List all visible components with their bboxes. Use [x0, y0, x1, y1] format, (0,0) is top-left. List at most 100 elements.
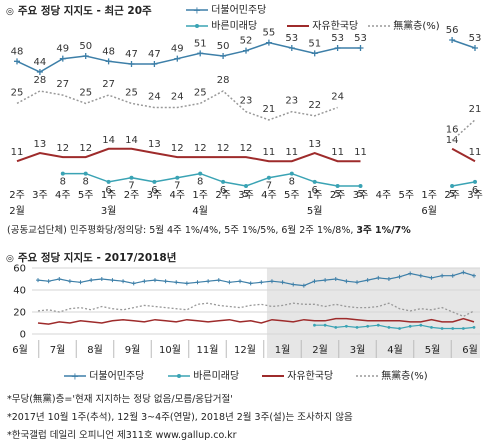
value-label-bareun: 5	[334, 189, 340, 200]
y-tick-label: 40	[13, 286, 26, 297]
point-marker-bareun	[244, 184, 248, 188]
point-marker-bareun	[358, 184, 363, 188]
value-label-liberty: 11	[263, 147, 276, 158]
legend-swatch-democratic-icon: +	[186, 6, 208, 15]
bottom-legend-label: 無黨층(%)	[381, 371, 428, 382]
series-line-none	[16, 90, 338, 121]
point-marker-bareun	[289, 171, 294, 176]
y-tick-label: 60	[13, 264, 26, 275]
point-marker-democratic	[440, 273, 445, 278]
bottom-legend-item-liberty: 자유한국당	[262, 367, 333, 382]
x-month-label: 2월	[9, 205, 25, 217]
series-line-liberty	[37, 317, 475, 325]
value-label-democratic: 48	[11, 46, 24, 57]
value-label-democratic: 52	[240, 36, 253, 47]
value-label-liberty: 12	[79, 143, 92, 154]
point-marker-bareun	[152, 179, 157, 184]
value-label-democratic: 55	[263, 28, 276, 39]
point-marker-bareun	[334, 326, 338, 329]
value-label-none: 21	[263, 104, 276, 115]
point-marker-bareun	[335, 184, 340, 188]
value-label-bareun: 6	[151, 185, 157, 196]
legend-swatch-bareun-icon	[168, 374, 190, 378]
value-label-bareun: 6	[220, 185, 226, 196]
point-marker-bareun	[461, 327, 465, 330]
point-marker-democratic	[197, 50, 204, 57]
value-label-democratic: 48	[102, 46, 115, 57]
value-label-liberty: 12	[240, 143, 253, 154]
x-tick-label: 1주	[307, 190, 323, 201]
point-marker-democratic	[57, 277, 62, 281]
value-label-none: 25	[125, 87, 138, 98]
point-marker-bareun	[473, 179, 477, 184]
top-legend-item-democratic: + 더불어민주당	[186, 1, 266, 16]
value-label-democratic: 56	[446, 25, 459, 36]
point-marker-democratic	[220, 53, 227, 59]
legend-swatch-liberty-icon	[262, 375, 284, 377]
x-tick-label: 3주	[467, 190, 483, 201]
value-label-liberty: 13	[148, 139, 161, 150]
note-text: (공동교섭단체) 민주평화당/정의당: 5월 4주 1%/4%, 5주 1%/5…	[7, 225, 357, 236]
note-text-bold: 3주 1%/7%	[356, 225, 411, 236]
x-tick-label: 5주	[399, 190, 415, 201]
top-chart-note: (공동교섭단체) 민주평화당/정의당: 5월 4주 1%/4%, 5주 1%/5…	[7, 222, 411, 236]
value-label-democratic: 50	[217, 41, 230, 52]
point-marker-democratic	[128, 61, 135, 67]
point-marker-democratic	[418, 273, 423, 278]
point-marker-bareun	[60, 171, 65, 176]
bottom-chart-title-row: ◎ 주요 정당 지지도 - 2017/2018년	[6, 250, 176, 265]
y-tick-label: 20	[13, 308, 26, 319]
x-tick-label: 3주	[147, 190, 163, 201]
point-marker-democratic	[142, 279, 147, 284]
x-tick-label: 4주	[170, 190, 186, 201]
value-label-bareun: 6	[105, 185, 111, 196]
value-label-liberty: 13	[308, 139, 321, 150]
point-marker-democratic	[174, 55, 181, 62]
point-marker-democratic	[195, 280, 200, 285]
point-marker-democratic	[344, 279, 349, 284]
x-tick-label: 3주	[353, 190, 369, 201]
value-label-none: 25	[79, 87, 92, 98]
point-marker-bareun	[312, 179, 317, 184]
value-label-democratic: 53	[354, 33, 367, 44]
x-tick-label: 1주	[101, 190, 117, 201]
bottom-legend-item-bareun: 바른미래당	[168, 367, 239, 382]
value-label-liberty: 12	[56, 143, 69, 154]
x-month-label: 11월	[197, 344, 219, 356]
point-marker-democratic	[82, 53, 89, 59]
point-marker-bareun	[419, 323, 423, 327]
value-label-none: 24	[331, 92, 344, 103]
point-marker-democratic	[408, 271, 413, 276]
value-label-none: 24	[171, 92, 184, 103]
value-label-none: 21	[469, 104, 482, 115]
top-legend-label: 바른미래당	[211, 21, 258, 32]
x-month-label: 3월	[350, 344, 366, 356]
top-legend-label: 자유한국당	[312, 21, 359, 32]
value-label-liberty: 12	[171, 143, 184, 154]
bottom-line-chart: 0 20 40 60 6월 7월 8월 9월 10월 11월 12월 1월 2월 3월 4월 5월 6월	[12, 264, 480, 358]
value-label-none: 24	[148, 92, 161, 103]
bottom-legend-item-democratic: + 더불어민주당	[64, 367, 144, 382]
point-marker-bareun	[344, 324, 348, 328]
point-marker-bareun	[472, 326, 476, 329]
value-label-democratic: 49	[171, 44, 184, 55]
point-marker-democratic	[265, 39, 272, 46]
point-marker-bareun	[221, 179, 226, 184]
point-marker-democratic	[163, 279, 168, 284]
value-label-liberty: 14	[125, 135, 138, 146]
x-month-label: 6월	[421, 205, 437, 217]
top-legend-item-bareun: 바른미래당	[186, 17, 257, 32]
footnote-line: *한국갤럽 데일리 오피니언 제311호 www.gallup.co.kr	[7, 430, 237, 441]
top-legend-label: 더불어민주당	[211, 5, 267, 16]
value-label-liberty: 14	[102, 135, 115, 146]
point-marker-democratic	[472, 45, 478, 51]
point-marker-democratic	[376, 275, 381, 280]
point-marker-democratic	[280, 280, 285, 285]
point-marker-democratic	[99, 277, 104, 281]
legend-swatch-none-icon	[356, 375, 378, 377]
point-marker-democratic	[131, 281, 136, 286]
value-label-bareun: 8	[289, 177, 295, 188]
point-marker-democratic	[174, 280, 179, 285]
point-marker-democratic	[461, 270, 466, 275]
top-legend-item-liberty: 자유한국당	[287, 17, 358, 32]
